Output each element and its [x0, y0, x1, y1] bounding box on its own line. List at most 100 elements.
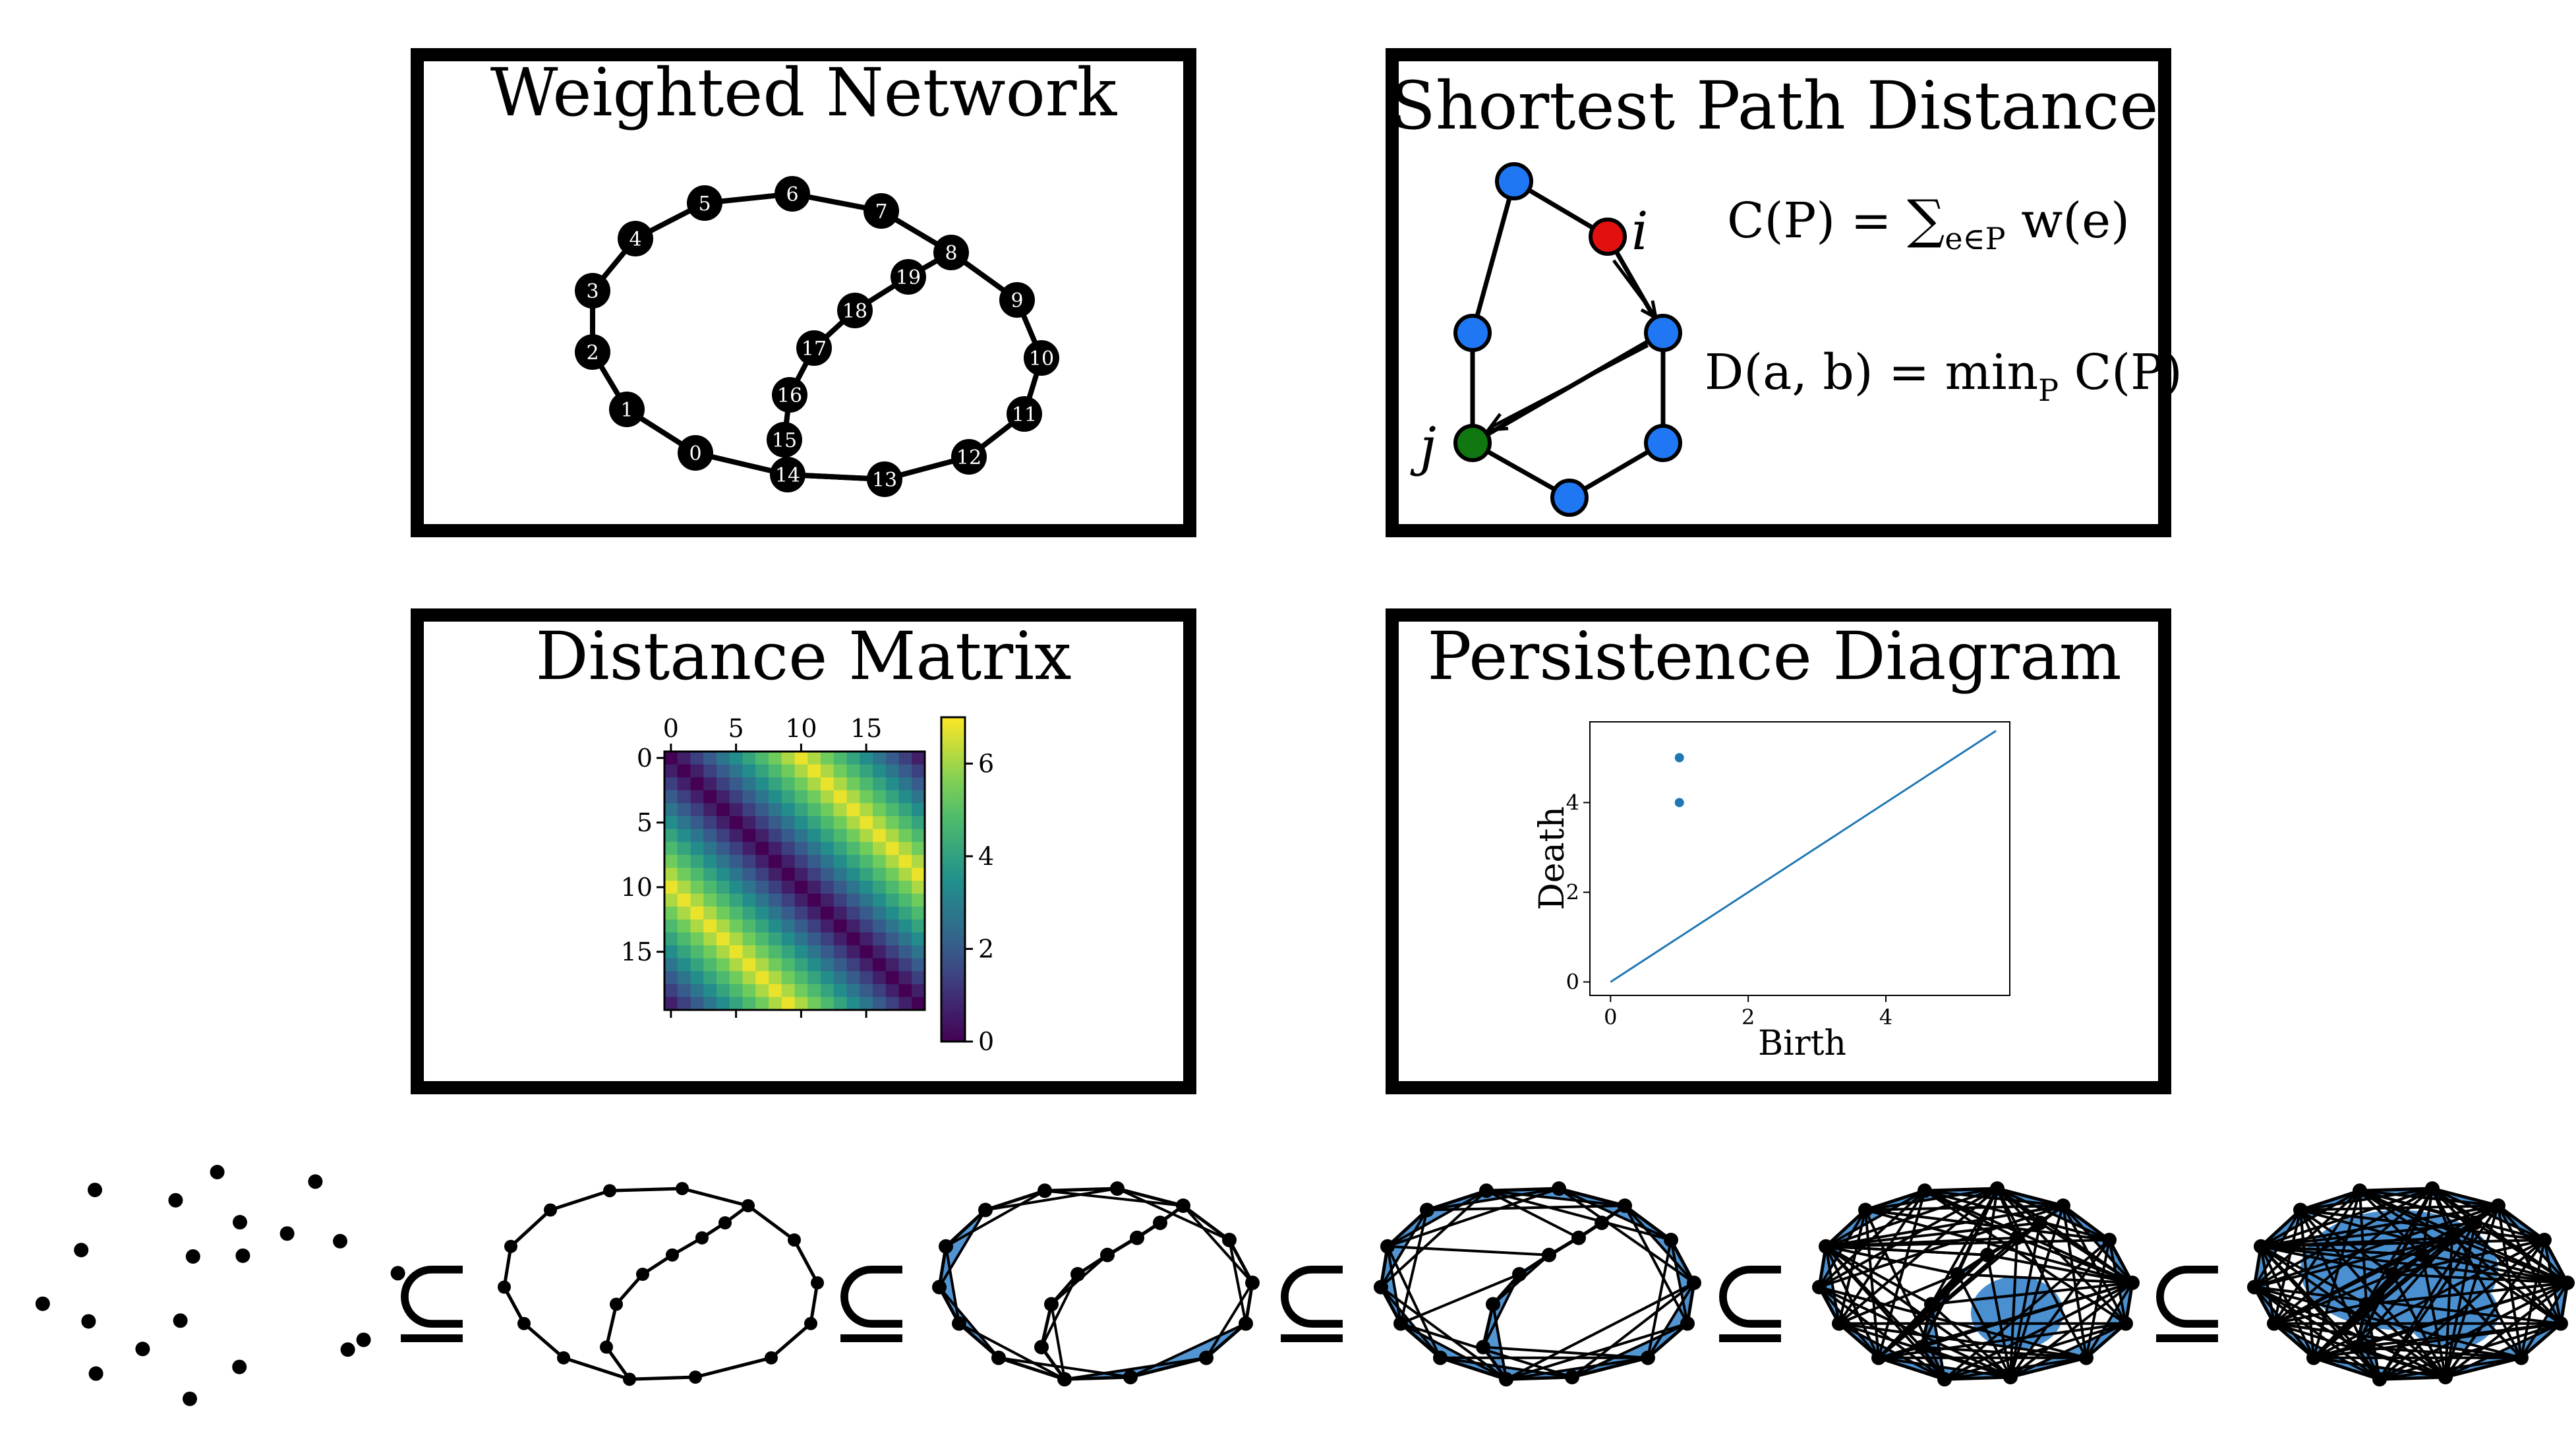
filtration-vertex	[636, 1268, 649, 1281]
heatmap-xtick-label: 0	[663, 714, 679, 743]
network-node-circle	[609, 392, 645, 427]
filtration-vertex	[600, 1340, 613, 1354]
filtration-vertex	[168, 1193, 183, 1208]
heatmap-cell	[781, 816, 796, 830]
filtration-edge	[2432, 1187, 2499, 1208]
heatmap-cell	[860, 945, 873, 959]
heatmap-cell	[873, 932, 887, 946]
heatmap-cell	[769, 932, 782, 946]
filtration-edge	[2260, 1208, 2302, 1248]
heatmap-cell	[664, 971, 678, 985]
heatmap-cell	[781, 764, 796, 778]
heatmap-cell	[690, 803, 704, 817]
filtration-edge	[2451, 1237, 2562, 1325]
heatmap-cell	[781, 790, 796, 804]
heatmap-cell	[664, 777, 678, 791]
filtration-edge	[938, 1286, 1000, 1359]
heatmap-cell	[821, 906, 834, 920]
heatmap-cell	[860, 854, 873, 868]
filtration-edge	[2542, 1239, 2569, 1284]
heatmap-cell	[898, 997, 912, 1011]
node-j	[1453, 424, 1492, 462]
filtration-vertex	[1871, 1350, 1886, 1365]
filtration-edge	[1825, 1204, 2064, 1248]
filtration-edge	[2520, 1282, 2569, 1359]
heatmap-cell	[677, 829, 691, 842]
heatmap-cell	[690, 997, 704, 1011]
filtration-edge	[998, 1356, 1065, 1381]
heatmap-cell	[873, 881, 887, 895]
filtration-edge	[1818, 1285, 1946, 1380]
filtration-edge	[2062, 1204, 2134, 1284]
filtration-edge	[1387, 1187, 1560, 1248]
heatmap-cell	[794, 945, 808, 959]
heatmap-cell	[703, 803, 717, 817]
heatmap-cell	[833, 764, 848, 778]
filtration-vertex	[1199, 1350, 1214, 1365]
heatmap-cell	[664, 752, 678, 765]
heatmap-cell	[717, 932, 730, 946]
heatmap-cell	[846, 842, 860, 856]
network-node-label: 7	[875, 200, 887, 223]
pd-content: 0 2 4 0 2 4	[1566, 730, 1997, 1030]
heatmap-cell	[769, 997, 782, 1011]
filtration-edge	[1825, 1189, 1925, 1248]
heatmap-cell	[769, 803, 782, 817]
heatmap-cell	[755, 932, 769, 946]
heatmap-cell	[898, 764, 912, 778]
filtration-edge	[2253, 1285, 2358, 1349]
heatmap-cell	[860, 893, 873, 907]
filtration-edge	[1227, 1239, 1254, 1284]
filtration-edge	[2299, 1208, 2394, 1276]
filtration-edge	[1921, 1345, 2011, 1378]
heatmap-cell	[885, 854, 900, 868]
heatmap-cell	[885, 997, 900, 1011]
subset-symbol: ⊆	[1270, 1244, 1353, 1359]
filtration-edge	[1956, 1274, 2012, 1378]
heatmap-cell	[742, 984, 756, 997]
filtration-vertex	[544, 1203, 557, 1217]
heatmap-ytick-label: 10	[621, 873, 653, 902]
filtration-vertex	[765, 1351, 778, 1365]
heatmap-cell	[690, 854, 704, 868]
heatmap-cell	[873, 752, 887, 765]
network-node-label: 9	[1010, 289, 1023, 312]
filtration-vertex	[1479, 1183, 1494, 1198]
filtration-edge	[615, 1273, 644, 1306]
heatmap-cell	[794, 816, 808, 830]
heatmap-cell	[717, 752, 730, 765]
filtration-edge	[2520, 1239, 2546, 1359]
filtration-vertex	[2125, 1276, 2140, 1290]
heatmap-cell	[860, 997, 873, 1011]
heatmap-cell	[846, 790, 860, 804]
filtration-vertex	[233, 1215, 247, 1230]
heatmap-cell	[821, 816, 834, 830]
filtration-edge	[1050, 1304, 1066, 1380]
heatmap-cell	[677, 752, 691, 765]
heatmap-cell	[664, 881, 678, 895]
formula-distance: D(a, b) = minP C(P)	[1705, 344, 2182, 408]
colorbar-tick-label: 2	[978, 934, 994, 963]
heatmap-cell	[821, 893, 834, 907]
heatmap-cell	[664, 932, 678, 946]
heatmap-cell	[755, 893, 769, 907]
filtration-vertex	[504, 1239, 517, 1253]
filtration-vertex	[1486, 1297, 1500, 1312]
heatmap-cell	[912, 803, 925, 817]
heatmap-cell	[690, 777, 704, 791]
filtration-edge	[2313, 1356, 2380, 1381]
filtration-edge	[1956, 1188, 1999, 1275]
heatmap-cell	[912, 958, 925, 972]
heatmap-cell	[873, 971, 887, 985]
heatmap-cell	[821, 945, 834, 959]
heatmap-cell	[794, 829, 808, 842]
filtration-edge	[1670, 1239, 1689, 1324]
filtration-edge	[2260, 1204, 2499, 1248]
heatmap-cell	[769, 777, 782, 791]
heatmap-cell	[690, 881, 704, 895]
filtration-edge	[1182, 1204, 1231, 1242]
filtration-edge	[2421, 1254, 2523, 1359]
filtration-edge	[563, 1356, 630, 1381]
filtration-edge	[2431, 1188, 2453, 1239]
heatmap-cell	[729, 984, 744, 997]
